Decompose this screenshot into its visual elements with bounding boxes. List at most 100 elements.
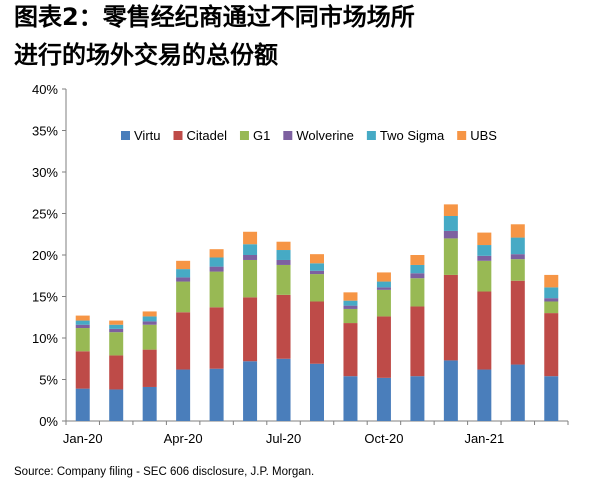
bar-segment-g1 xyxy=(477,260,492,292)
bar-segment-two-sigma xyxy=(310,263,324,271)
bar-segment-g1 xyxy=(343,308,358,324)
bar-segment-wolverine xyxy=(477,255,492,261)
bar-segment-two-sigma xyxy=(477,245,492,256)
bar-segment-virtu xyxy=(209,368,224,421)
bar-segment-virtu xyxy=(510,364,525,421)
bar-segment-citadel xyxy=(243,297,258,362)
bar-segment-g1 xyxy=(209,271,224,308)
bar-segment-citadel xyxy=(343,323,358,377)
bar-segment-wolverine xyxy=(510,254,525,260)
bar-segment-wolverine xyxy=(142,321,157,325)
bar-segment-ubs xyxy=(75,315,90,321)
bar-segment-ubs xyxy=(477,232,492,246)
bar-segment-wolverine xyxy=(343,305,358,309)
bar-segment-two-sigma xyxy=(410,264,425,274)
bar-segment-two-sigma xyxy=(176,269,191,278)
bar-segment-ubs xyxy=(209,249,224,258)
bar-segment-g1 xyxy=(75,328,90,352)
bar-segment-citadel xyxy=(109,355,124,390)
bar-segment-virtu xyxy=(276,358,291,421)
legend-swatch xyxy=(121,131,130,140)
bar-segment-g1 xyxy=(510,259,525,281)
y-tick-label: 40% xyxy=(32,82,58,97)
bar-segment-two-sigma xyxy=(343,300,358,306)
bar-segment-citadel xyxy=(410,306,425,377)
bar-segment-virtu xyxy=(477,369,492,421)
bar-segment-ubs xyxy=(343,292,358,301)
bar-segment-g1 xyxy=(443,238,458,275)
legend-label: Citadel xyxy=(187,128,228,143)
bar-segment-wolverine xyxy=(176,277,191,282)
bar-segment-two-sigma xyxy=(109,324,124,329)
bar-segment-virtu xyxy=(410,376,425,421)
bar-segment-citadel xyxy=(477,291,492,370)
chart-legend: Virtu Citadel G1 Wolverine Two Sigma UBS xyxy=(121,128,497,143)
y-tick-label: 20% xyxy=(32,248,58,263)
bar-segment-virtu xyxy=(109,389,124,421)
bar-segment-ubs xyxy=(376,272,391,282)
bar-segment-virtu xyxy=(142,386,157,421)
bar-segment-g1 xyxy=(410,278,425,307)
x-tick-label: Oct-20 xyxy=(364,431,403,446)
legend-swatch xyxy=(239,131,249,140)
bar-segment-wolverine xyxy=(443,230,458,239)
bar-segment-wolverine xyxy=(376,287,391,290)
bar-segment-two-sigma xyxy=(510,237,525,255)
bar-segment-ubs xyxy=(276,241,291,251)
chart-bars xyxy=(75,204,559,421)
bar-segment-ubs xyxy=(142,311,157,317)
bar-segment-two-sigma xyxy=(544,287,559,299)
y-tick-label: 10% xyxy=(32,331,58,346)
bar-segment-wolverine xyxy=(410,273,425,279)
y-tick-label: 25% xyxy=(32,207,58,222)
chart-axes: 0% 5% 10% 15% 20% 25% 30% 35% 40% Jan-20 Apr-20 Jul… xyxy=(32,82,569,446)
y-tick-label: 0% xyxy=(39,414,58,429)
bar-segment-ubs xyxy=(243,231,258,245)
bar-segment-g1 xyxy=(544,301,559,314)
legend-label: Virtu xyxy=(134,128,161,143)
bar-segment-g1 xyxy=(142,324,157,350)
bar-segment-citadel xyxy=(209,307,224,369)
bar-segment-citadel xyxy=(176,312,191,370)
x-tick-label: Apr-20 xyxy=(164,431,203,446)
bar-segment-g1 xyxy=(109,332,124,356)
bar-segment-ubs xyxy=(410,255,425,265)
bar-segment-two-sigma xyxy=(209,257,224,267)
bar-segment-two-sigma xyxy=(142,316,157,322)
bar-segment-wolverine xyxy=(276,259,291,265)
legend-label: UBS xyxy=(470,128,497,143)
bar-segment-citadel xyxy=(142,349,157,387)
legend-label: Two Sigma xyxy=(380,128,445,143)
bar-segment-ubs xyxy=(510,224,525,238)
bar-segment-ubs xyxy=(109,320,124,325)
bar-segment-virtu xyxy=(75,388,90,421)
bar-segment-wolverine xyxy=(109,328,124,333)
x-tick-label: Jan-20 xyxy=(63,431,103,446)
bar-segment-two-sigma xyxy=(376,281,391,288)
bar-segment-wolverine xyxy=(75,324,90,329)
bar-segment-two-sigma xyxy=(276,250,291,260)
legend-swatch xyxy=(283,131,293,140)
bar-segment-ubs xyxy=(544,274,559,288)
x-tick-label: Jul-20 xyxy=(266,431,301,446)
bar-segment-virtu xyxy=(176,369,191,421)
bar-segment-citadel xyxy=(376,316,391,378)
bar-segment-citadel xyxy=(310,301,324,364)
bar-segment-wolverine xyxy=(243,255,258,260)
bar-segment-virtu xyxy=(343,376,358,421)
bar-segment-citadel xyxy=(443,274,458,361)
chart-title-line1: 图表2：零售经纪商通过不同市场场所 xyxy=(14,3,415,31)
bar-segment-two-sigma xyxy=(75,320,90,325)
bar-segment-citadel xyxy=(276,294,291,359)
legend-label: G1 xyxy=(253,128,270,143)
x-tick-label: Jan-21 xyxy=(464,431,504,446)
bar-segment-virtu xyxy=(544,376,559,421)
bar-segment-ubs xyxy=(176,260,191,270)
bar-segment-ubs xyxy=(443,204,458,216)
bar-segment-ubs xyxy=(310,254,324,264)
bar-segment-g1 xyxy=(276,264,291,295)
bar-segment-wolverine xyxy=(544,298,559,302)
bar-segment-virtu xyxy=(243,361,258,421)
bar-segment-g1 xyxy=(310,274,324,302)
